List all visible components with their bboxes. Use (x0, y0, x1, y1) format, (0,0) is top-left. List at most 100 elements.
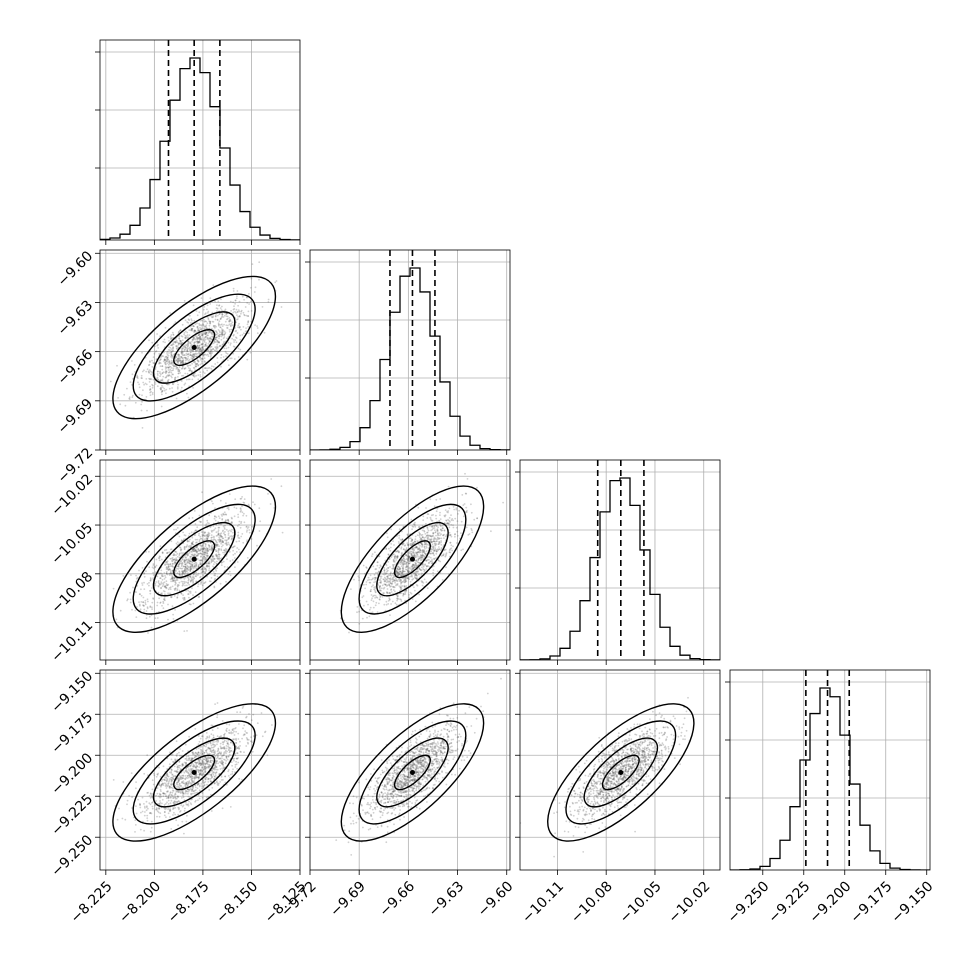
sample-point (202, 323, 204, 325)
sample-point (215, 544, 218, 547)
sample-point (188, 774, 191, 777)
sample-point (184, 561, 186, 564)
sample-point (393, 579, 396, 581)
sample-point (148, 377, 151, 380)
sample-point (201, 787, 203, 790)
sample-point (206, 735, 209, 738)
sample-point (186, 353, 189, 356)
sample-point (200, 562, 203, 565)
sample-point (186, 561, 189, 563)
sample-point (191, 354, 194, 357)
sample-point (220, 298, 222, 301)
sample-point (197, 349, 199, 352)
sample-point (460, 549, 463, 552)
sample-point (383, 580, 386, 583)
sample-point (167, 379, 169, 382)
sample-point (190, 542, 193, 545)
sample-point (226, 353, 229, 355)
sample-point (168, 574, 171, 576)
sample-point (436, 529, 438, 532)
sample-point (219, 540, 222, 542)
sample-point (211, 335, 213, 338)
sample-point (209, 580, 212, 583)
sample-point (212, 557, 215, 560)
sample-point (229, 319, 232, 321)
sample-point (212, 743, 214, 745)
sample-point (178, 782, 181, 785)
sample-point (405, 561, 408, 564)
sample-point (242, 541, 245, 544)
sample-point (449, 551, 452, 554)
sample-point (247, 326, 250, 328)
sample-point (430, 540, 433, 543)
sample-point (220, 541, 223, 544)
sample-point (169, 338, 172, 340)
sample-point (174, 341, 176, 343)
sample-point (158, 362, 160, 365)
sample-point (401, 567, 404, 569)
sample-point (374, 590, 377, 593)
sample-point (190, 758, 193, 761)
sample-point (456, 534, 459, 537)
sample-point (149, 370, 152, 373)
sample-point (188, 757, 191, 760)
sample-point (138, 601, 140, 603)
sample-point (195, 575, 198, 578)
sample-point (202, 569, 204, 571)
sample-point (402, 567, 404, 569)
sample-point (135, 577, 138, 580)
sample-point (214, 324, 217, 327)
sample-point (213, 574, 216, 577)
sample-point (394, 555, 397, 558)
sample-point (198, 329, 201, 332)
sample-point (187, 559, 190, 561)
sample-point (116, 818, 119, 821)
sample-point (200, 343, 203, 345)
sample-point (197, 753, 199, 756)
sample-point (396, 549, 399, 552)
sample-point (190, 792, 193, 795)
sample-point (207, 548, 209, 550)
histogram-step (100, 57, 300, 240)
sample-point (184, 344, 187, 346)
sample-point (402, 574, 405, 576)
sample-point (168, 346, 170, 348)
sample-point (171, 337, 174, 339)
sample-point (450, 535, 453, 538)
sample-point (166, 573, 169, 576)
sample-point (173, 588, 176, 590)
sample-point (170, 362, 173, 364)
sample-point (390, 571, 392, 574)
sample-point (206, 562, 209, 565)
sample-point (194, 329, 196, 332)
sample-point (189, 369, 192, 372)
sample-point (128, 398, 131, 400)
sample-point (447, 510, 450, 512)
sample-point (380, 587, 383, 590)
sample-point (374, 551, 376, 554)
sample-point (380, 580, 382, 582)
sample-point (215, 554, 218, 557)
sample-point (149, 592, 152, 595)
sample-point (176, 786, 178, 788)
sample-point (197, 572, 200, 575)
sample-point (179, 340, 182, 343)
sample-point (201, 570, 204, 572)
sample-point (432, 535, 434, 537)
sample-point (182, 361, 184, 363)
sample-point (181, 362, 184, 365)
sample-point (206, 565, 209, 568)
sample-point (197, 583, 200, 585)
sample-point (205, 327, 208, 330)
sample-point (399, 573, 402, 576)
sample-point (189, 776, 192, 778)
sample-point (169, 816, 171, 818)
sample-point (178, 356, 181, 359)
sample-point (217, 526, 220, 529)
sample-point (216, 343, 219, 346)
sample-point (215, 331, 218, 333)
sample-point (177, 357, 180, 360)
sample-point (134, 609, 137, 612)
sample-point (144, 603, 147, 606)
sample-point (419, 557, 421, 560)
